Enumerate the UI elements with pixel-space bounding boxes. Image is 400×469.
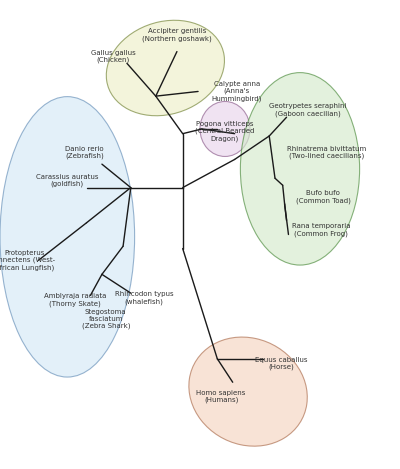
Text: Danio rerio
(Zebrafish): Danio rerio (Zebrafish)	[65, 146, 104, 159]
Text: Geotrypetes seraphini
(Gaboon caecilian): Geotrypetes seraphini (Gaboon caecilian)	[269, 104, 346, 117]
Text: Pogona vitticeps
(Central Bearded
Dragon): Pogona vitticeps (Central Bearded Dragon…	[195, 121, 255, 142]
Ellipse shape	[240, 73, 360, 265]
Text: Rhinatrema bivittatum
(Two-lined caecilians): Rhinatrema bivittatum (Two-lined caecili…	[287, 146, 366, 159]
Text: Bufo bufo
(Common Toad): Bufo bufo (Common Toad)	[296, 190, 350, 204]
Text: Rana temporaria
(Common Frog): Rana temporaria (Common Frog)	[292, 223, 350, 236]
Text: Accipiter gentilis
(Northern goshawk): Accipiter gentilis (Northern goshawk)	[142, 29, 212, 42]
Text: Amblyraja radiata
(Thorny Skate): Amblyraja radiata (Thorny Skate)	[44, 294, 106, 307]
Ellipse shape	[106, 20, 224, 116]
Text: Homo sapiens
(Humans): Homo sapiens (Humans)	[196, 390, 246, 403]
Text: Stegostoma
fasciatum
(Zebra Shark): Stegostoma fasciatum (Zebra Shark)	[82, 309, 130, 329]
Text: Gallus gallus
(Chicken): Gallus gallus (Chicken)	[91, 50, 136, 63]
Ellipse shape	[200, 101, 250, 157]
Text: Protopterus
annectens (West-
African Lungfish): Protopterus annectens (West- African Lun…	[0, 250, 56, 271]
Text: Equus caballus
(Horse): Equus caballus (Horse)	[254, 357, 307, 370]
Ellipse shape	[0, 97, 135, 377]
Text: Carassius auratus
(goldfish): Carassius auratus (goldfish)	[36, 174, 98, 187]
Text: Rhincodon typus
(whalefish): Rhincodon typus (whalefish)	[115, 291, 174, 304]
Text: Calypte anna
(Anna's
Hummingbird): Calypte anna (Anna's Hummingbird)	[212, 81, 262, 102]
Ellipse shape	[189, 337, 307, 446]
